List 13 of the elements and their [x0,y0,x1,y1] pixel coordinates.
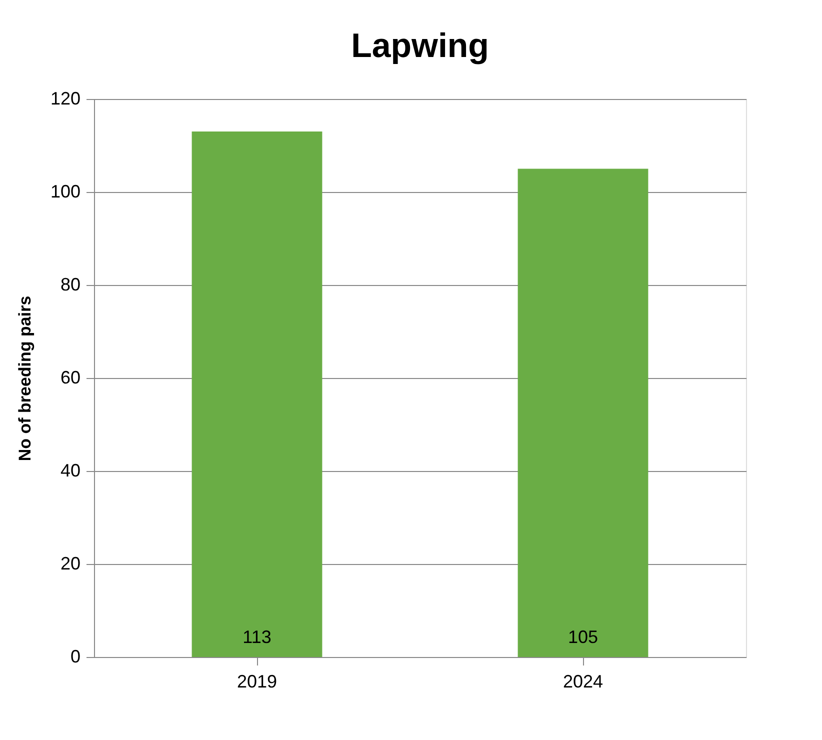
y-tick-label: 40 [60,460,80,480]
y-tick-label: 60 [60,368,80,388]
y-tick-label: 120 [50,88,80,108]
y-axis-title: No of breeding pairs [15,296,34,462]
y-tick-label: 100 [50,182,80,202]
data-label: 105 [568,627,598,647]
x-tick-label: 2019 [236,672,278,692]
x-tick-label: 2024 [562,672,604,692]
y-tick-label: 80 [60,274,80,294]
chart-title: Lapwing [351,27,489,65]
data-label: 113 [242,627,272,647]
y-tick-label: 0 [70,646,80,666]
y-tick-label: 20 [60,554,80,574]
